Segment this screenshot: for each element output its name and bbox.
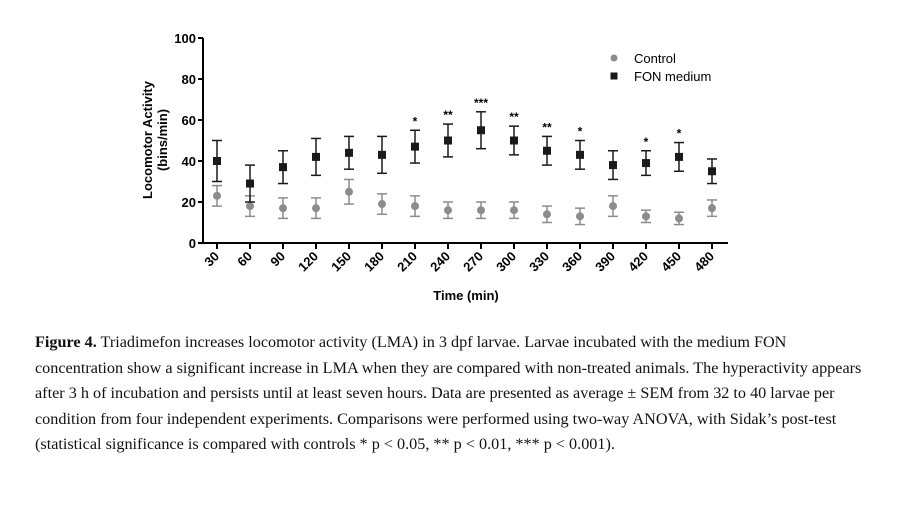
axes bbox=[202, 38, 728, 244]
data-point bbox=[444, 206, 452, 215]
data-point bbox=[708, 204, 716, 213]
data-point bbox=[213, 191, 221, 200]
data-point bbox=[477, 206, 485, 215]
legend-label: FON medium bbox=[634, 69, 711, 84]
data-point bbox=[642, 159, 650, 168]
x-tick-label: 150 bbox=[328, 249, 354, 275]
x-tick-label: 390 bbox=[592, 249, 618, 275]
data-point bbox=[279, 163, 287, 172]
data-point bbox=[312, 204, 320, 213]
figure-caption: Figure 4. Triadimefon increases locomoto… bbox=[35, 330, 875, 458]
data-point bbox=[411, 142, 419, 151]
figure-chart: Locomotor Activity (bins/min) 0 20 40 60 80 1… bbox=[140, 31, 728, 303]
data-point bbox=[642, 212, 650, 221]
data-point bbox=[345, 187, 353, 196]
data-point bbox=[279, 204, 287, 213]
y-tick-label: 0 bbox=[189, 236, 196, 251]
data-point bbox=[246, 202, 254, 211]
significance-label: * bbox=[644, 135, 649, 149]
significance-label: ** bbox=[542, 120, 552, 134]
x-tick-label: 480 bbox=[691, 249, 717, 275]
data-point bbox=[576, 212, 584, 221]
x-axis-title: Time (min) bbox=[433, 288, 499, 303]
x-tick-label: 420 bbox=[625, 249, 651, 275]
caption-text: Triadimefon increases locomotor activity… bbox=[35, 333, 862, 454]
x-tick-label: 450 bbox=[658, 249, 684, 275]
data-point bbox=[444, 136, 452, 145]
data-marks bbox=[212, 111, 717, 226]
data-point bbox=[675, 152, 683, 161]
data-point bbox=[213, 157, 221, 165]
data-point bbox=[312, 152, 320, 161]
x-tick-label: 270 bbox=[460, 249, 486, 275]
y-tick-label: 40 bbox=[182, 154, 196, 169]
data-point bbox=[675, 214, 683, 223]
x-tick-label: 360 bbox=[559, 249, 585, 275]
data-point bbox=[345, 148, 353, 157]
y-ticks: 0 20 40 60 80 100 bbox=[174, 31, 203, 251]
series-fon-medium bbox=[212, 111, 717, 203]
data-point bbox=[543, 210, 551, 219]
x-tick-label: 180 bbox=[361, 249, 387, 275]
data-point bbox=[609, 161, 617, 170]
y-axis-title-line1: Locomotor Activity bbox=[140, 80, 155, 199]
significance-label: * bbox=[677, 127, 682, 141]
series-control bbox=[212, 178, 717, 226]
significance-label: ** bbox=[443, 108, 453, 122]
legend: Control FON medium bbox=[610, 51, 711, 84]
significance-label: * bbox=[578, 125, 583, 139]
data-point bbox=[510, 206, 518, 215]
y-axis-title: Locomotor Activity (bins/min) bbox=[140, 80, 170, 199]
x-tick-label: 330 bbox=[526, 249, 552, 275]
x-tick-label: 60 bbox=[234, 249, 255, 270]
data-point bbox=[378, 200, 386, 209]
x-tick-label: 120 bbox=[295, 249, 321, 275]
data-point bbox=[411, 202, 419, 211]
significance-label: * bbox=[413, 114, 418, 128]
legend-marker-fon-medium bbox=[610, 72, 618, 80]
x-tick-label: 240 bbox=[427, 249, 453, 275]
x-ticks: 30 60 90 120 150 180 210 240 270 300 330 360 390 420 4… bbox=[201, 243, 717, 274]
data-point bbox=[477, 126, 485, 135]
significance-label: ** bbox=[509, 110, 519, 124]
significance-label: *** bbox=[474, 96, 488, 110]
data-point bbox=[708, 167, 716, 176]
legend-label: Control bbox=[634, 51, 676, 66]
data-point bbox=[510, 136, 518, 145]
data-point bbox=[378, 150, 386, 159]
x-tick-label: 30 bbox=[201, 249, 222, 270]
x-tick-label: 300 bbox=[493, 249, 519, 275]
data-point bbox=[543, 146, 551, 155]
data-point bbox=[246, 179, 254, 188]
data-point bbox=[609, 202, 617, 211]
y-tick-label: 20 bbox=[182, 195, 196, 210]
caption-label: Figure 4. bbox=[35, 333, 97, 351]
x-tick-label: 210 bbox=[394, 249, 420, 275]
y-tick-label: 80 bbox=[182, 72, 196, 87]
y-axis-title-line2: (bins/min) bbox=[155, 109, 170, 171]
legend-marker-control bbox=[610, 54, 618, 62]
y-tick-label: 60 bbox=[182, 113, 196, 128]
significance-marks: * ********* *** bbox=[413, 96, 682, 149]
y-tick-label: 100 bbox=[174, 31, 196, 46]
data-point bbox=[576, 150, 584, 159]
x-tick-label: 90 bbox=[267, 249, 288, 270]
